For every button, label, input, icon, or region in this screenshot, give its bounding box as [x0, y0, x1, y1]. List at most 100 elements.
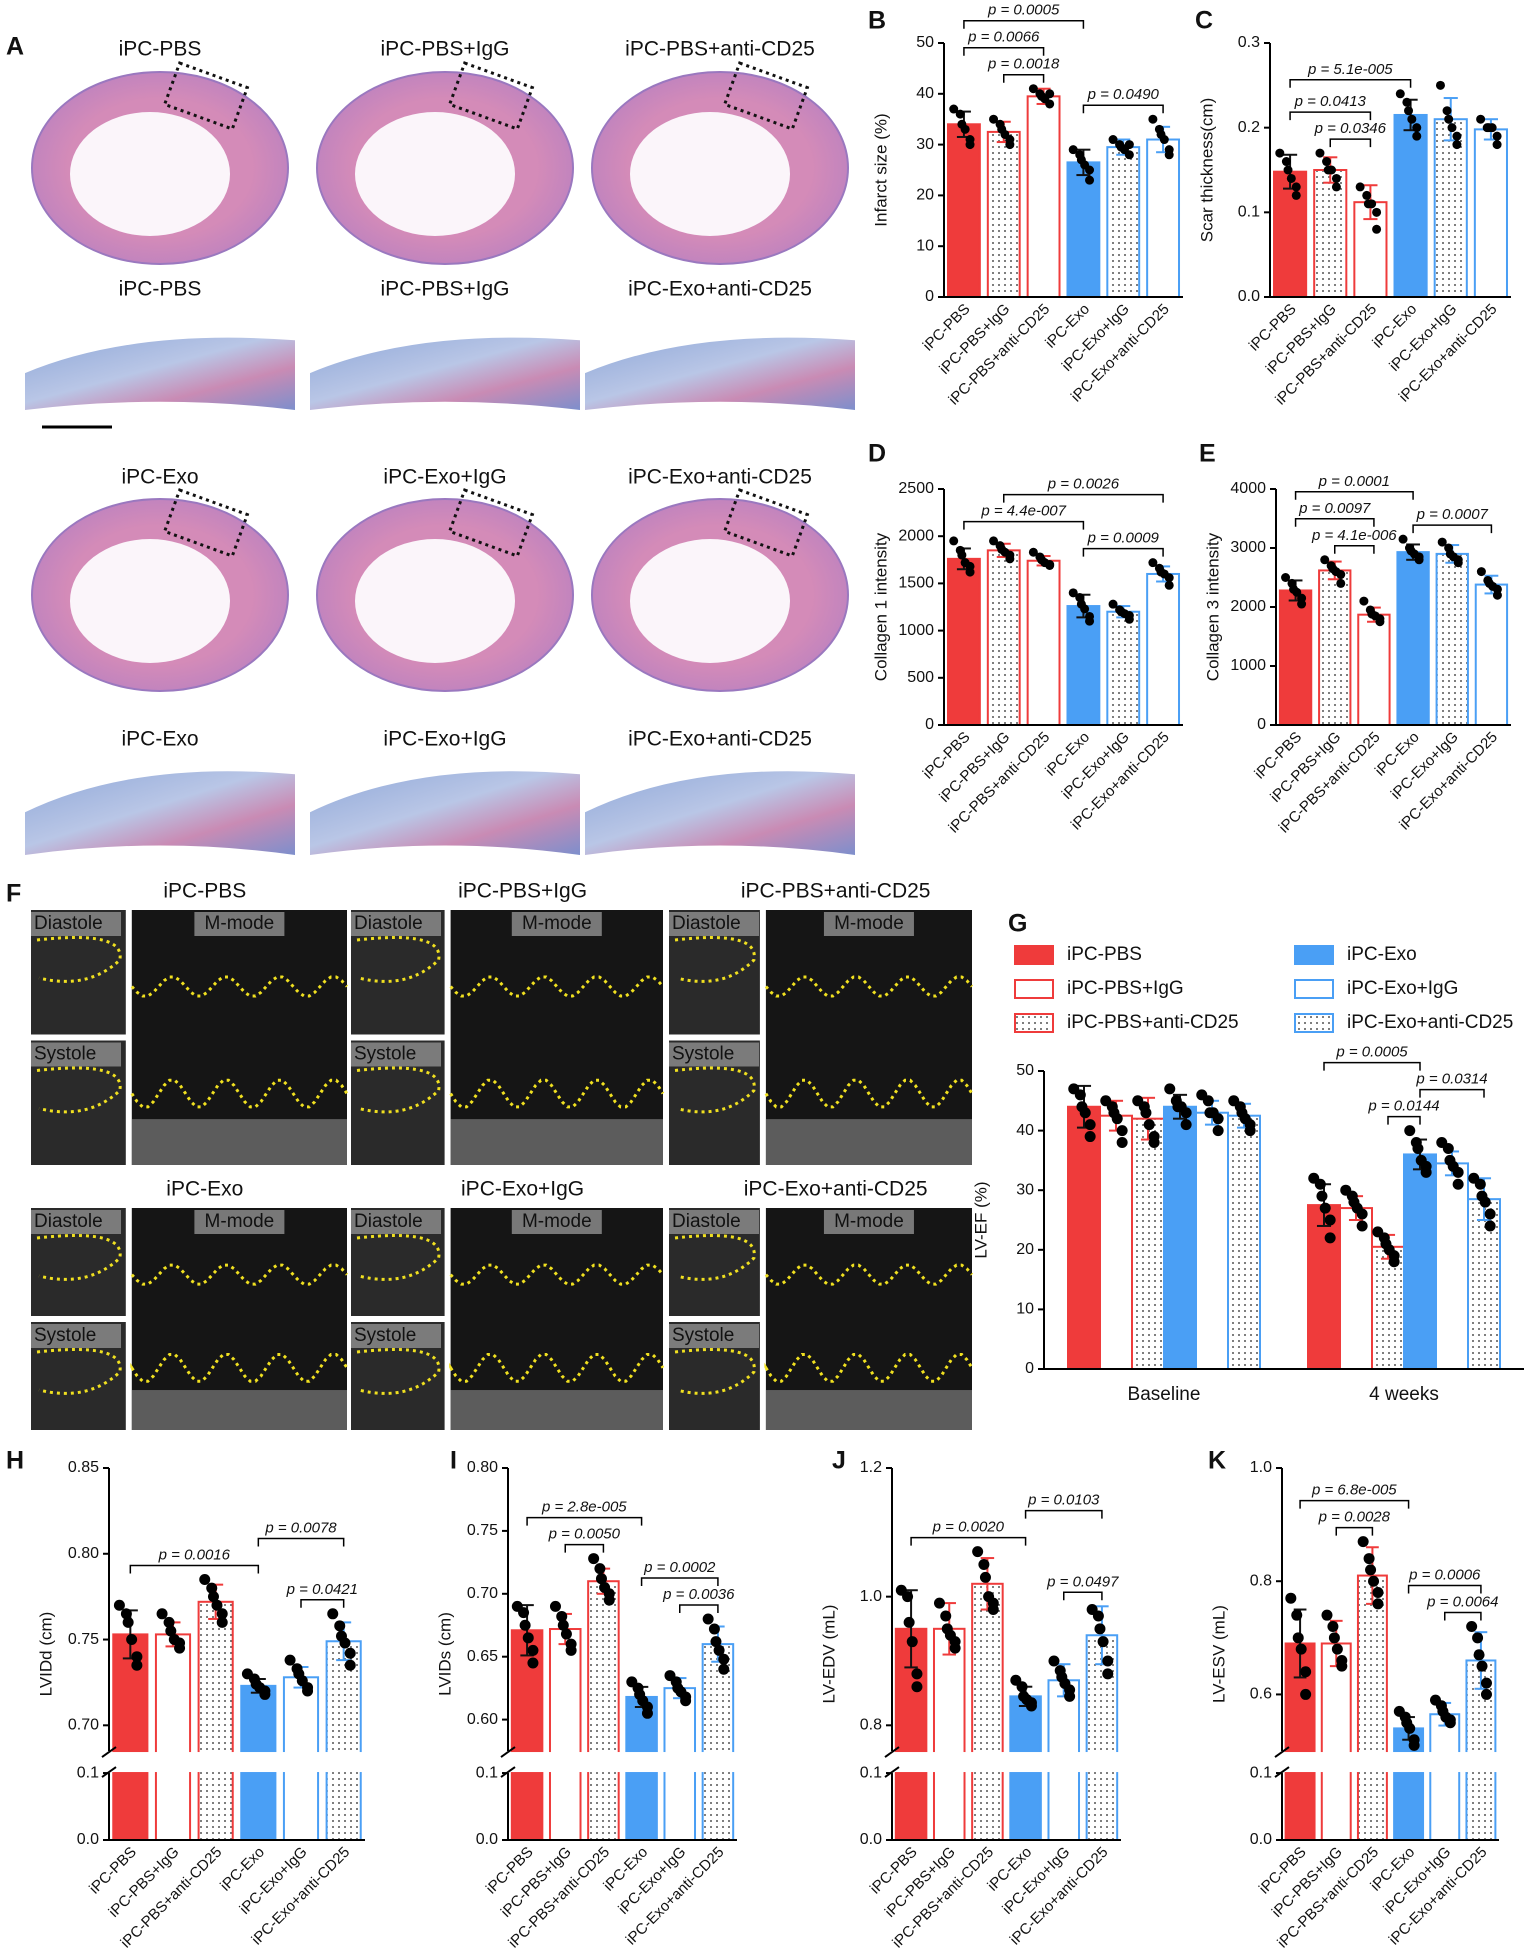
data-point — [965, 567, 975, 577]
legend-label: iPC-Exo+IgG — [1347, 978, 1458, 999]
echo-label: M-mode — [834, 913, 904, 934]
tissue-strip — [25, 771, 295, 855]
label-bg — [31, 1324, 121, 1348]
label-bg — [31, 1210, 121, 1234]
y-axis-label: LV-ESV (mL) — [1209, 1605, 1228, 1703]
data-point — [1444, 1717, 1456, 1729]
y-tick-label: 1.0 — [1250, 1459, 1272, 1476]
bar — [1320, 1642, 1352, 1841]
legend-swatch — [1294, 945, 1334, 965]
sig-bracket — [1003, 493, 1164, 503]
legend-label: iPC-PBS — [1067, 944, 1142, 965]
y-tick-label: 0 — [1257, 716, 1266, 733]
p-value: p = 6.8e-005 — [1311, 1482, 1397, 1499]
data-point — [588, 1553, 600, 1565]
data-point — [1005, 140, 1015, 150]
break-mark — [1274, 1766, 1290, 1778]
data-point — [1331, 173, 1341, 183]
break-mark — [884, 1766, 900, 1778]
data-point — [1064, 1690, 1076, 1702]
sig-bracket — [1323, 1061, 1421, 1071]
data-point — [1292, 1632, 1304, 1644]
data-point — [978, 1558, 990, 1570]
image-label: iPC-Exo+IgG — [383, 466, 506, 489]
data-point — [284, 1654, 296, 1666]
data-point — [1094, 1623, 1106, 1635]
data-point — [1297, 599, 1307, 609]
data-point — [1372, 207, 1382, 217]
data-point — [1472, 1632, 1484, 1644]
data-point — [557, 1619, 569, 1631]
data-point — [1164, 1083, 1176, 1095]
y-tick-label: 0.1 — [860, 1764, 882, 1781]
data-point — [1085, 616, 1095, 626]
wall-trace — [449, 975, 665, 998]
y-tick-label: 0.1 — [476, 1764, 498, 1781]
data-point — [1336, 1660, 1348, 1672]
heart-lumen — [70, 112, 230, 236]
panel-letter: A — [6, 33, 24, 61]
p-value: p = 0.0026 — [1047, 476, 1120, 493]
data-point — [1395, 89, 1405, 99]
p-value: p = 0.0490 — [1087, 86, 1160, 103]
data-point — [519, 1619, 531, 1631]
data-point — [1372, 224, 1382, 234]
data-point — [1484, 1220, 1496, 1232]
data-point — [126, 1634, 138, 1646]
data-point — [1474, 1178, 1486, 1190]
echo-label: M-mode — [522, 913, 592, 934]
p-value: p = 0.0064 — [1426, 1593, 1498, 1610]
y-tick-label: 1500 — [898, 575, 934, 592]
data-point — [131, 1659, 143, 1671]
bar — [1313, 169, 1348, 298]
data-point — [1324, 1214, 1336, 1226]
data-point — [603, 1594, 615, 1606]
data-point — [1326, 165, 1336, 175]
bar — [1435, 552, 1469, 727]
y-axis-label: LV-EDV (mL) — [819, 1605, 838, 1704]
data-point — [1420, 1166, 1432, 1178]
data-point — [1452, 131, 1462, 141]
panel-letter: H — [6, 1447, 24, 1475]
data-point — [1412, 1142, 1424, 1154]
data-point — [1362, 190, 1372, 200]
data-point — [1359, 596, 1369, 606]
p-value: p = 0.0103 — [1027, 1492, 1100, 1509]
data-point — [1365, 1564, 1377, 1576]
echo-title: iPC-PBS+IgG — [458, 880, 587, 903]
panel-letter: E — [1199, 440, 1216, 468]
sig-bracket — [910, 1536, 1027, 1546]
data-point — [710, 1636, 722, 1648]
label-bg — [31, 912, 121, 936]
mmode-band — [131, 1119, 347, 1165]
p-value: p = 0.0002 — [643, 1559, 716, 1576]
data-point — [1164, 150, 1174, 160]
label-bg — [511, 912, 602, 936]
sig-bracket — [963, 46, 1045, 56]
data-point — [1148, 558, 1158, 568]
bar — [1085, 1634, 1119, 1841]
label-bg — [669, 1210, 759, 1234]
axis-break — [1278, 1752, 1503, 1773]
y-tick-label: 0.75 — [467, 1522, 498, 1539]
p-value: p = 4.4e-007 — [980, 503, 1066, 520]
y-tick-label: 10 — [1016, 1301, 1034, 1318]
data-point — [1244, 1125, 1256, 1137]
data-point — [1480, 1688, 1492, 1700]
data-point — [1286, 173, 1296, 183]
data-point — [216, 1608, 228, 1620]
y-tick-label: 50 — [916, 34, 934, 51]
data-point — [979, 1571, 991, 1583]
p-value: p = 0.0078 — [264, 1519, 337, 1536]
bar — [1435, 1162, 1469, 1370]
panel-letter: K — [1208, 1447, 1226, 1475]
lv-trace — [674, 1234, 756, 1281]
label-bg — [669, 1324, 759, 1348]
break-mark — [500, 1766, 516, 1778]
sig-bracket — [1024, 1509, 1103, 1519]
data-point — [1084, 1119, 1096, 1131]
data-point — [1331, 182, 1341, 192]
data-point — [702, 1613, 714, 1625]
y-tick-label: 0.60 — [467, 1711, 498, 1728]
sig-bracket — [564, 1543, 605, 1553]
